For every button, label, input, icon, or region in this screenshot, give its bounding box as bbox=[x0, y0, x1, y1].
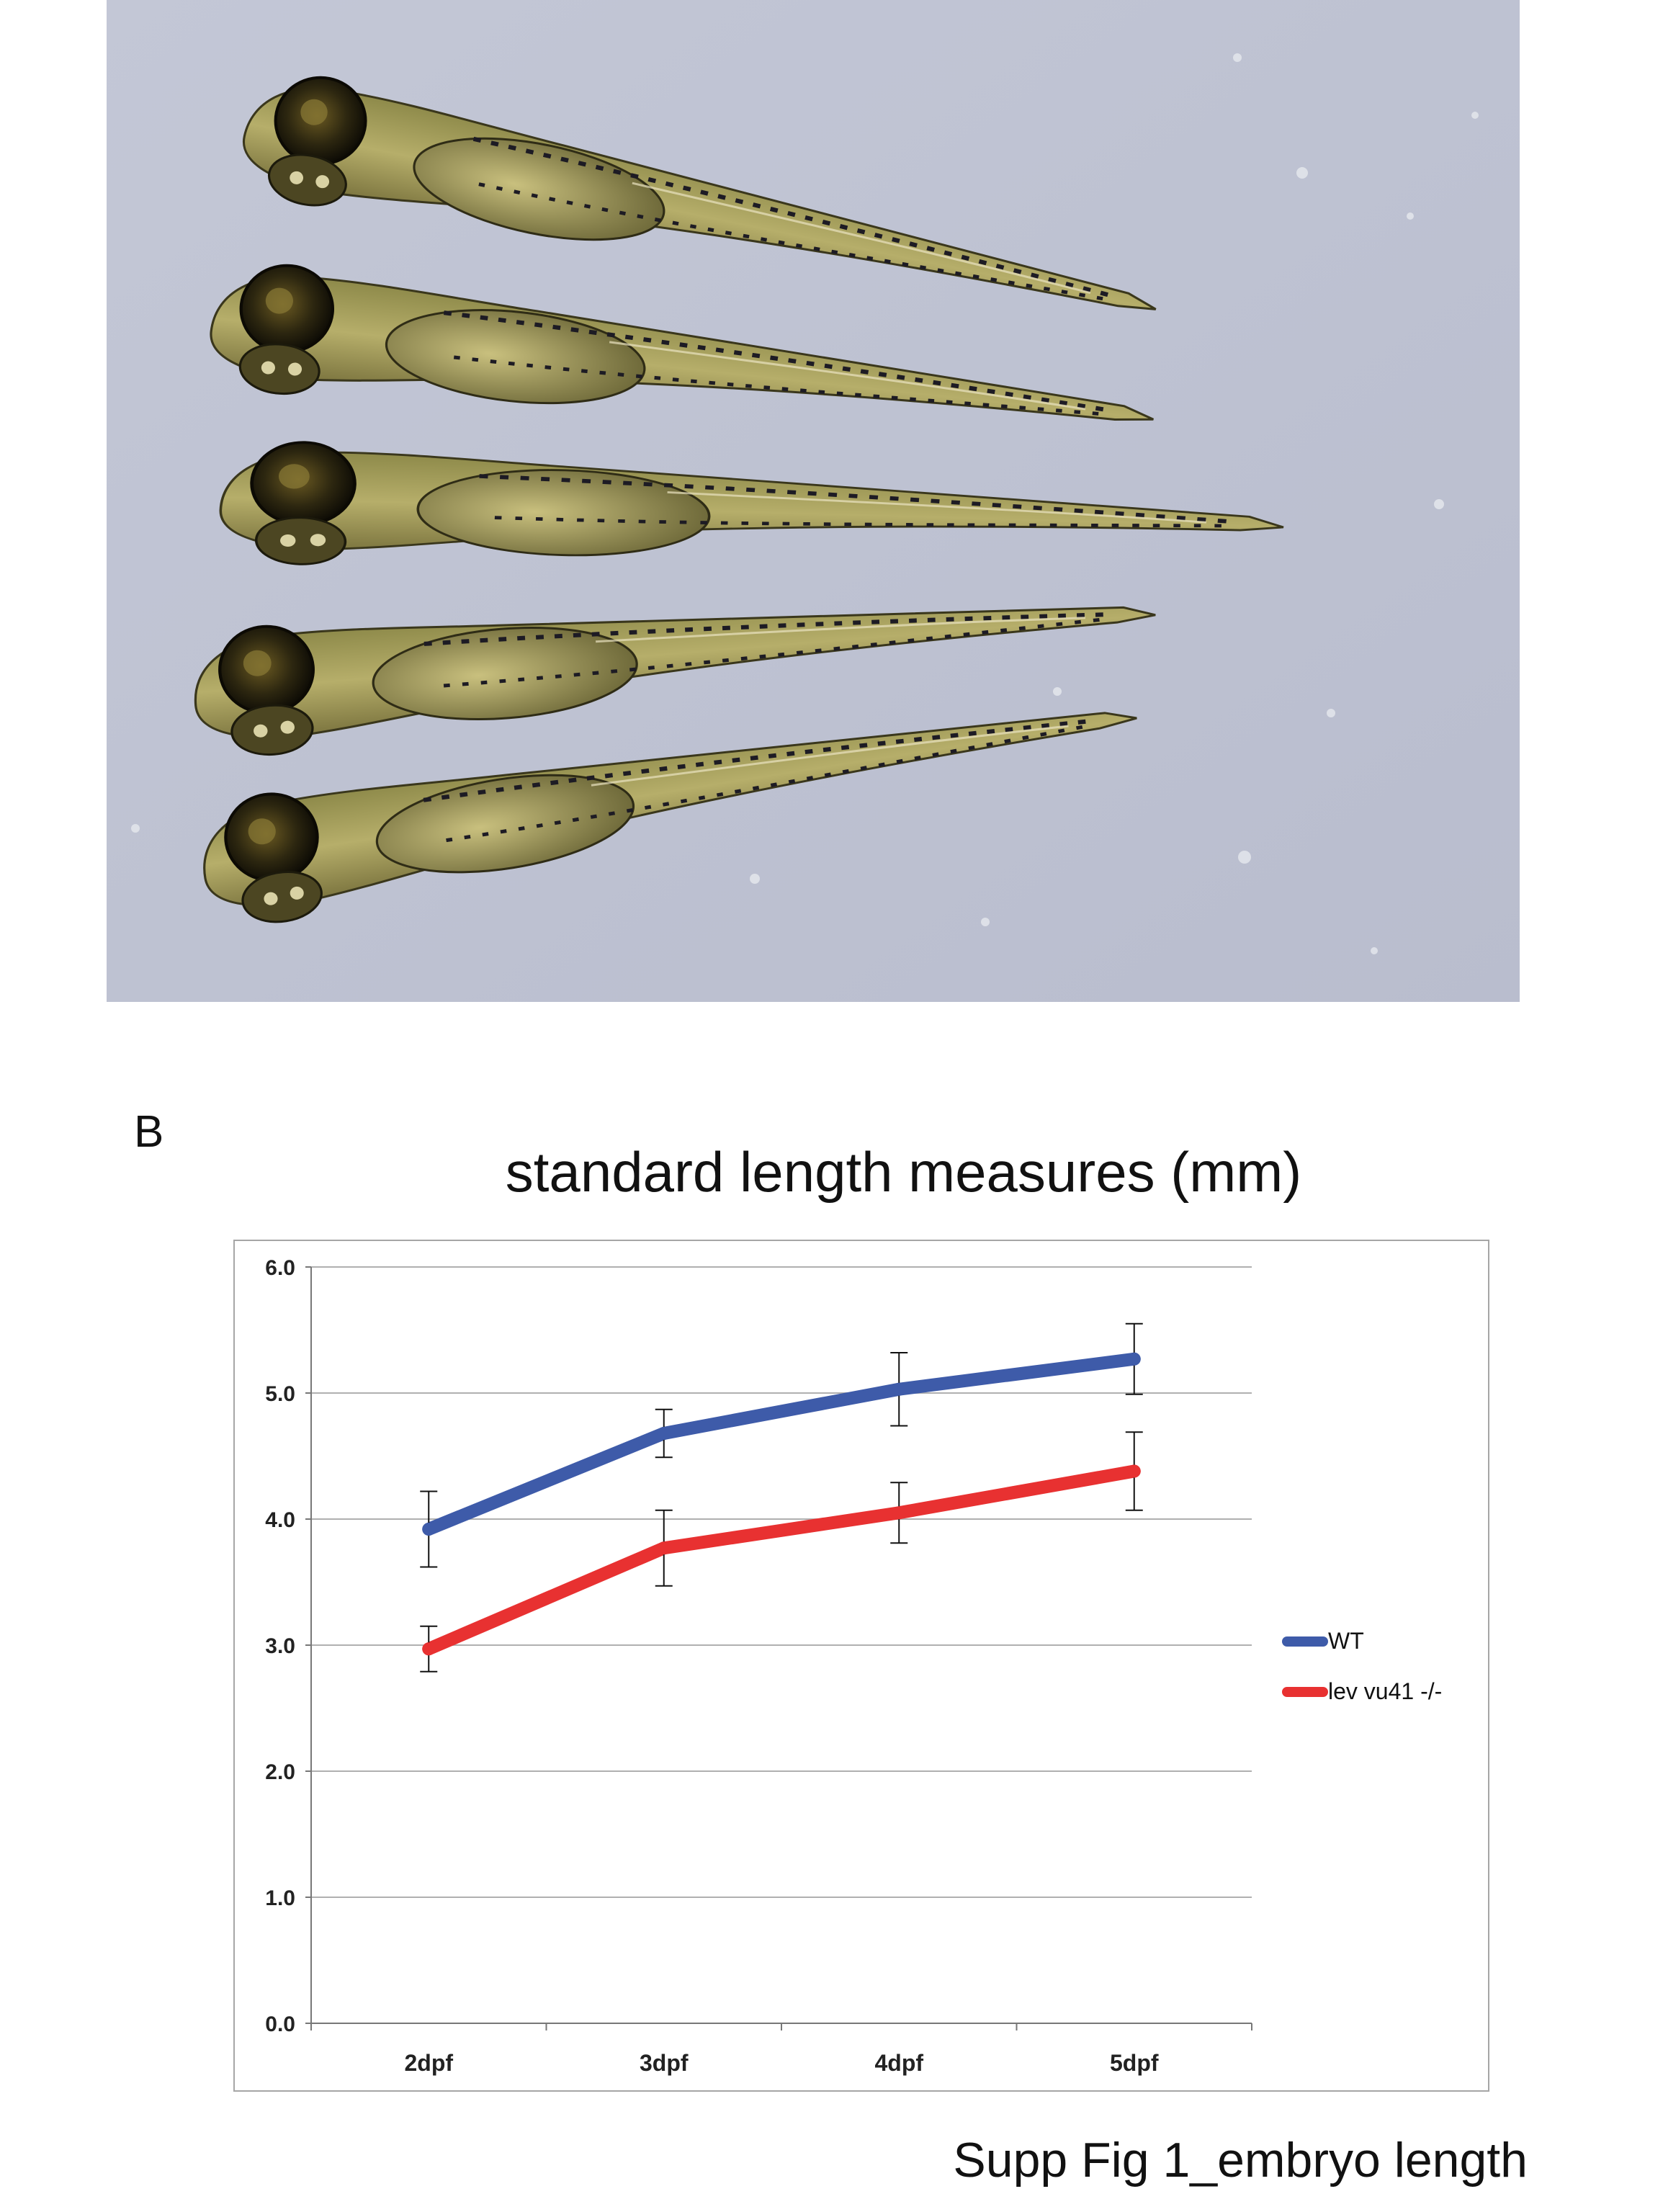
figure-caption: Supp Fig 1_embryo length bbox=[953, 2133, 1528, 2188]
data-point bbox=[422, 1523, 436, 1536]
x-tick-label: 3dpf bbox=[640, 2050, 689, 2076]
line-chart: 0.0 1.0 2.0 3.0 4.0 5.0 6.0 2dpf 3dpf 4dpf 5dpf bbox=[265, 1256, 1252, 2076]
larvae-micrograph bbox=[107, 0, 1520, 1002]
legend-item-lev: lev vu41 -/- bbox=[1282, 1678, 1442, 1705]
data-point bbox=[892, 1382, 906, 1396]
y-tick-label: 3.0 bbox=[265, 1634, 295, 1658]
legend-swatch-wt bbox=[1282, 1636, 1328, 1647]
legend-label-lev: lev vu41 -/- bbox=[1328, 1678, 1443, 1704]
x-tick-label: 2dpf bbox=[404, 2050, 453, 2076]
y-tick-label: 6.0 bbox=[265, 1256, 295, 1280]
chart-area: 0.0 1.0 2.0 3.0 4.0 5.0 6.0 2dpf 3dpf 4dpf 5dpf bbox=[233, 1240, 1489, 2092]
legend-item-wt: WT bbox=[1282, 1628, 1364, 1654]
legend-swatch-lev bbox=[1282, 1686, 1328, 1697]
y-tick-label: 4.0 bbox=[265, 1508, 295, 1532]
series-line-wt bbox=[422, 1352, 1141, 1536]
y-tick-label: 2.0 bbox=[265, 1760, 295, 1784]
x-tick-label: 4dpf bbox=[874, 2050, 923, 2076]
y-tick-label: 0.0 bbox=[265, 2012, 295, 2036]
y-tick-label: 1.0 bbox=[265, 1886, 295, 1910]
panel-b-label: B bbox=[134, 1107, 164, 1157]
y-tick-label: 5.0 bbox=[265, 1382, 295, 1406]
chart-title: standard length measures (mm) bbox=[505, 1140, 1302, 1204]
legend-label-wt: WT bbox=[1328, 1628, 1364, 1654]
data-point bbox=[657, 1541, 671, 1555]
series-line-lev bbox=[422, 1464, 1141, 1656]
data-point bbox=[657, 1427, 671, 1440]
data-point bbox=[1127, 1352, 1141, 1366]
data-point bbox=[892, 1506, 906, 1520]
data-point bbox=[422, 1642, 436, 1656]
data-point bbox=[1127, 1464, 1141, 1478]
x-tick-label: 5dpf bbox=[1110, 2050, 1159, 2076]
